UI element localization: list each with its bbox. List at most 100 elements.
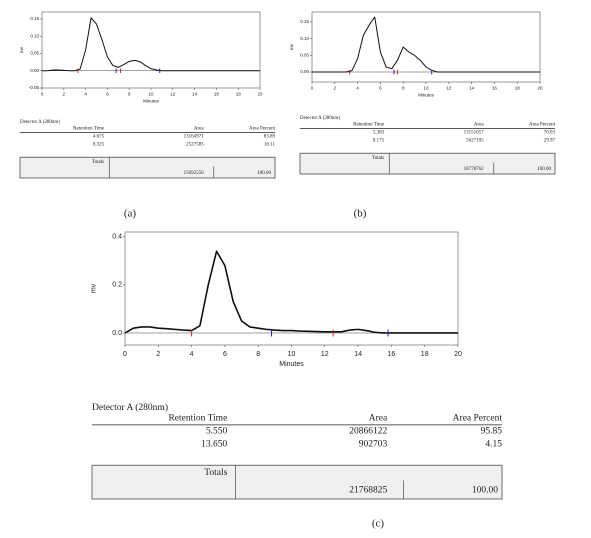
trace <box>42 17 260 72</box>
totals-value: 15692556 <box>184 171 205 176</box>
y-axis-label: mv <box>19 46 24 53</box>
table-title: Detector A (280nm) <box>300 116 340 121</box>
x-tick-label: 20 <box>537 86 543 91</box>
x-tick-label: 16 <box>492 86 498 91</box>
totals-box <box>19 156 276 179</box>
table-cell: 16.11 <box>264 143 276 148</box>
x-tick-label: 12 <box>446 86 452 91</box>
x-tick-label: 0 <box>41 92 44 97</box>
y-tick-label: 0.00 <box>300 69 309 74</box>
x-axis-label: Minutes <box>143 99 160 104</box>
table-title: Detector A (280nm) <box>20 120 60 125</box>
x-tick-label: 0 <box>311 86 314 91</box>
totals-box <box>299 152 556 175</box>
y-axis-label: mv <box>289 43 294 50</box>
x-tick-label: 2 <box>334 86 337 91</box>
x-tick-label: 8 <box>402 86 405 91</box>
plot-frame <box>124 231 459 346</box>
column-header: Area Percent <box>453 414 503 424</box>
y-tick-label: 0.10 <box>30 33 39 38</box>
y-tick-label: 0.05 <box>300 53 309 58</box>
x-tick-label: 8 <box>256 351 260 358</box>
x-axis-label: Minutes <box>418 93 435 98</box>
column-header: Area <box>369 414 388 424</box>
x-tick-label: 18 <box>236 92 242 97</box>
table-cell: 5.550 <box>206 427 228 437</box>
x-tick-label: 18 <box>515 86 521 91</box>
column-header: Area <box>474 123 484 128</box>
y-tick-label: 0.0 <box>112 330 122 337</box>
x-tick-label: 6 <box>223 351 227 358</box>
column-header: Area <box>194 127 204 132</box>
y-tick-label: 0.10 <box>300 36 309 41</box>
x-tick-label: 0 <box>123 351 127 358</box>
x-tick-label: 14 <box>469 86 475 91</box>
y-tick-label: 0.4 <box>112 234 122 241</box>
x-tick-label: 10 <box>288 351 296 358</box>
x-tick-label: 20 <box>454 351 462 358</box>
trace <box>124 250 458 334</box>
table-cell: 20866122 <box>349 427 387 437</box>
table-cell: 83.89 <box>264 135 276 140</box>
table-cell: 13151657 <box>464 131 485 136</box>
x-tick-label: 14 <box>354 351 362 358</box>
totals-value: 18778762 <box>464 167 485 172</box>
x-tick-label: 2 <box>156 351 160 358</box>
table-cell: 29.97 <box>544 139 556 144</box>
trace <box>312 16 540 73</box>
table-cell: 13.650 <box>201 440 227 450</box>
x-tick-label: 10 <box>423 86 429 91</box>
table-cell: 5627105 <box>466 139 484 144</box>
column-header: Retention Time <box>73 127 105 132</box>
column-header: Retention Time <box>353 123 385 128</box>
y-tick-label: 0.05 <box>30 51 39 56</box>
x-tick-label: 12 <box>170 92 176 97</box>
x-tick-label: 4 <box>190 351 194 358</box>
x-tick-label: 6 <box>379 86 382 91</box>
plot-frame <box>41 11 261 89</box>
y-tick-label: 0.00 <box>30 68 39 73</box>
x-tick-label: 14 <box>192 92 198 97</box>
totals-value: 100.00 <box>537 167 551 172</box>
totals-value: 21768825 <box>349 486 387 496</box>
panel-caption: (c) <box>372 518 385 530</box>
totals-label: Totals <box>372 156 384 161</box>
table-cell: 8.325 <box>93 143 105 148</box>
panel-caption: (b) <box>354 208 367 220</box>
table-cell: 8.175 <box>373 139 385 144</box>
totals-value: 100.00 <box>472 486 498 496</box>
y-tick-label: 0.15 <box>300 19 309 24</box>
column-header: Area Percent <box>249 127 276 132</box>
totals-label: Totals <box>92 160 104 165</box>
table-title: Detector A (280nm) <box>92 402 168 413</box>
x-tick-label: 6 <box>106 92 109 97</box>
column-header: Retention Time <box>168 414 227 424</box>
totals-label: Totals <box>204 468 227 478</box>
y-tick-label: -0.05 <box>29 85 40 90</box>
column-header: Area Percent <box>529 123 556 128</box>
totals-box <box>91 464 503 500</box>
table-cell: 70.03 <box>544 131 556 136</box>
x-tick-label: 4 <box>84 92 87 97</box>
x-tick-label: 16 <box>388 351 396 358</box>
table-cell: 13164971 <box>184 135 205 140</box>
y-axis-label: mv <box>90 283 97 293</box>
y-tick-label: 0.2 <box>112 282 122 289</box>
x-tick-label: 20 <box>257 92 263 97</box>
x-tick-label: 16 <box>214 92 220 97</box>
x-tick-label: 12 <box>321 351 329 358</box>
table-cell: 95.85 <box>481 427 503 437</box>
x-tick-label: 2 <box>63 92 66 97</box>
x-axis-label: Minutes <box>279 361 304 368</box>
table-cell: 2527585 <box>186 143 204 148</box>
x-tick-label: 4 <box>356 86 359 91</box>
table-cell: 4.15 <box>485 440 502 450</box>
x-tick-label: 10 <box>148 92 154 97</box>
totals-value: 100.00 <box>257 171 271 176</box>
x-tick-label: 18 <box>421 351 429 358</box>
y-tick-label: 0.15 <box>30 16 39 21</box>
table-cell: 902703 <box>359 440 388 450</box>
x-tick-label: 8 <box>128 92 131 97</box>
table-cell: 5.383 <box>373 131 385 136</box>
